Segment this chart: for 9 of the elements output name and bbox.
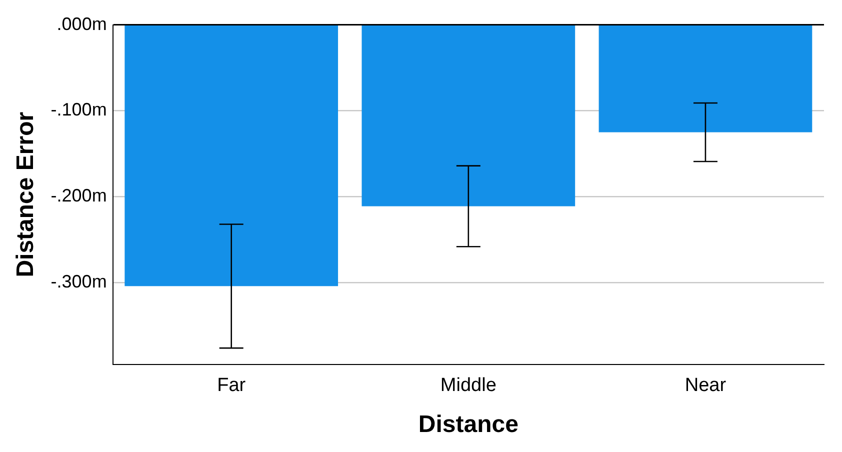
x-tick-label: Far <box>217 375 246 396</box>
x-axis-title: Distance <box>418 411 518 438</box>
x-tick-label: Near <box>684 375 727 396</box>
y-tick-label: .000m <box>56 14 107 34</box>
y-axis-title: Distance Error <box>12 112 40 278</box>
y-tick-label: -.300m <box>50 272 107 292</box>
x-tick-label: Middle <box>440 375 496 396</box>
y-tick-label: -.200m <box>50 186 107 206</box>
y-tick-label: -.100m <box>50 100 107 120</box>
